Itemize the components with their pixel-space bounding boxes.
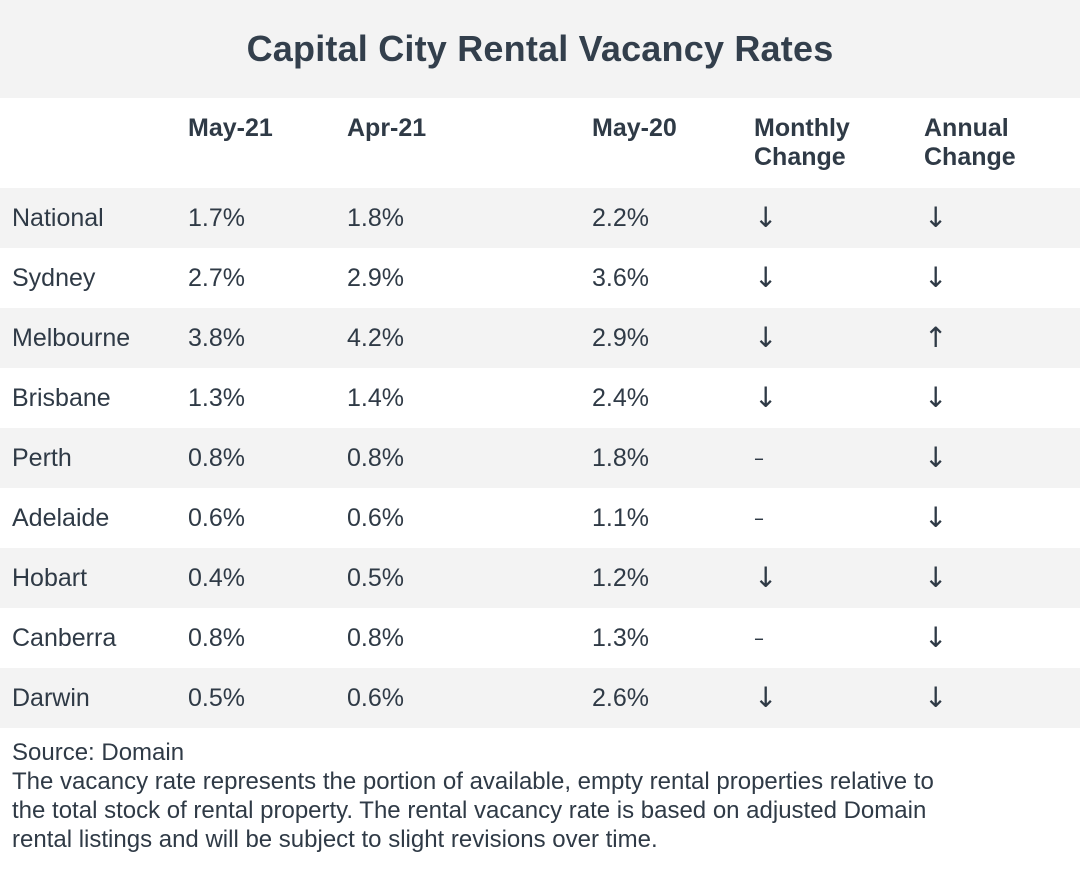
cell-may-20: 1.1% xyxy=(592,504,649,532)
table-row: Melbourne 3.8% 4.2% 2.9% ↓ ↑ xyxy=(0,308,1080,368)
cell-may-21: 1.7% xyxy=(188,204,245,232)
title-bar: Capital City Rental Vacancy Rates xyxy=(0,0,1080,98)
cell-city: Adelaide xyxy=(12,504,110,532)
cell-annual-change: ↑ xyxy=(924,321,948,354)
cell-may-21: 0.8% xyxy=(188,624,245,652)
cell-monthly-change: – xyxy=(754,626,764,650)
note-line-2: the total stock of rental property. The … xyxy=(12,797,927,824)
cell-city: Perth xyxy=(12,444,72,472)
cell-may-21: 2.7% xyxy=(188,264,245,292)
cell-may-20: 2.6% xyxy=(592,684,649,712)
cell-apr-21: 1.8% xyxy=(347,204,404,232)
cell-may-21: 1.3% xyxy=(188,384,245,412)
cell-monthly-change: ↓ xyxy=(754,681,778,714)
table-row: Brisbane 1.3% 1.4% 2.4% ↓ ↓ xyxy=(0,368,1080,428)
cell-annual-change: ↓ xyxy=(924,681,948,714)
cell-monthly-change: ↓ xyxy=(754,321,778,354)
cell-may-20: 1.3% xyxy=(592,624,649,652)
cell-may-20: 1.8% xyxy=(592,444,649,472)
header-monthly-change: Monthly Change xyxy=(754,114,850,171)
cell-may-20: 2.2% xyxy=(592,204,649,232)
cell-apr-21: 2.9% xyxy=(347,264,404,292)
cell-apr-21: 0.5% xyxy=(347,564,404,592)
cell-monthly-change: – xyxy=(754,446,764,470)
cell-monthly-change: ↓ xyxy=(754,381,778,414)
cell-annual-change: ↓ xyxy=(924,441,948,474)
table-row: Perth 0.8% 0.8% 1.8% – ↓ xyxy=(0,428,1080,488)
cell-annual-change: ↓ xyxy=(924,501,948,534)
cell-may-20: 3.6% xyxy=(592,264,649,292)
note-line-1: The vacancy rate represents the portion … xyxy=(12,768,934,795)
cell-annual-change: ↓ xyxy=(924,201,948,234)
cell-apr-21: 0.6% xyxy=(347,684,404,712)
cell-monthly-change: ↓ xyxy=(754,261,778,294)
footer: Source: Domain The vacancy rate represen… xyxy=(12,738,1072,854)
cell-may-21: 3.8% xyxy=(188,324,245,352)
cell-may-20: 1.2% xyxy=(592,564,649,592)
cell-city: Darwin xyxy=(12,684,90,712)
cell-may-21: 0.5% xyxy=(188,684,245,712)
table-row: Darwin 0.5% 0.6% 2.6% ↓ ↓ xyxy=(0,668,1080,728)
table-title: Capital City Rental Vacancy Rates xyxy=(246,28,834,69)
cell-city: Brisbane xyxy=(12,384,111,412)
table-row: Hobart 0.4% 0.5% 1.2% ↓ ↓ xyxy=(0,548,1080,608)
cell-apr-21: 0.8% xyxy=(347,444,404,472)
cell-monthly-change: – xyxy=(754,506,764,530)
cell-may-21: 0.4% xyxy=(188,564,245,592)
cell-may-21: 0.6% xyxy=(188,504,245,532)
cell-monthly-change: ↓ xyxy=(754,561,778,594)
cell-city: Sydney xyxy=(12,264,96,292)
cell-city: Melbourne xyxy=(12,324,131,352)
table-header-row: May-21 Apr-21 May-20 Monthly Change Annu… xyxy=(0,98,1080,188)
table-row: National 1.7% 1.8% 2.2% ↓ ↓ xyxy=(0,188,1080,248)
cell-may-20: 2.4% xyxy=(592,384,649,412)
cell-apr-21: 1.4% xyxy=(347,384,404,412)
cell-city: Canberra xyxy=(12,624,117,652)
cell-city: Hobart xyxy=(12,564,88,592)
cell-apr-21: 0.8% xyxy=(347,624,404,652)
cell-annual-change: ↓ xyxy=(924,381,948,414)
table-row: Sydney 2.7% 2.9% 3.6% ↓ ↓ xyxy=(0,248,1080,308)
cell-apr-21: 0.6% xyxy=(347,504,404,532)
table-row: Canberra 0.8% 0.8% 1.3% – ↓ xyxy=(0,608,1080,668)
cell-may-21: 0.8% xyxy=(188,444,245,472)
cell-monthly-change: ↓ xyxy=(754,201,778,234)
cell-apr-21: 4.2% xyxy=(347,324,404,352)
note-line-3: rental listings and will be subject to s… xyxy=(12,826,658,853)
cell-annual-change: ↓ xyxy=(924,621,948,654)
table-row: Adelaide 0.6% 0.6% 1.1% – ↓ xyxy=(0,488,1080,548)
header-apr-21: Apr-21 xyxy=(347,114,427,142)
cell-may-20: 2.9% xyxy=(592,324,649,352)
cell-annual-change: ↓ xyxy=(924,561,948,594)
header-may-20: May-20 xyxy=(592,114,677,142)
header-may-21: May-21 xyxy=(188,114,273,142)
header-annual-change: Annual Change xyxy=(924,114,1016,171)
cell-annual-change: ↓ xyxy=(924,261,948,294)
cell-city: National xyxy=(12,204,104,232)
source-text: Source: Domain xyxy=(12,739,185,766)
